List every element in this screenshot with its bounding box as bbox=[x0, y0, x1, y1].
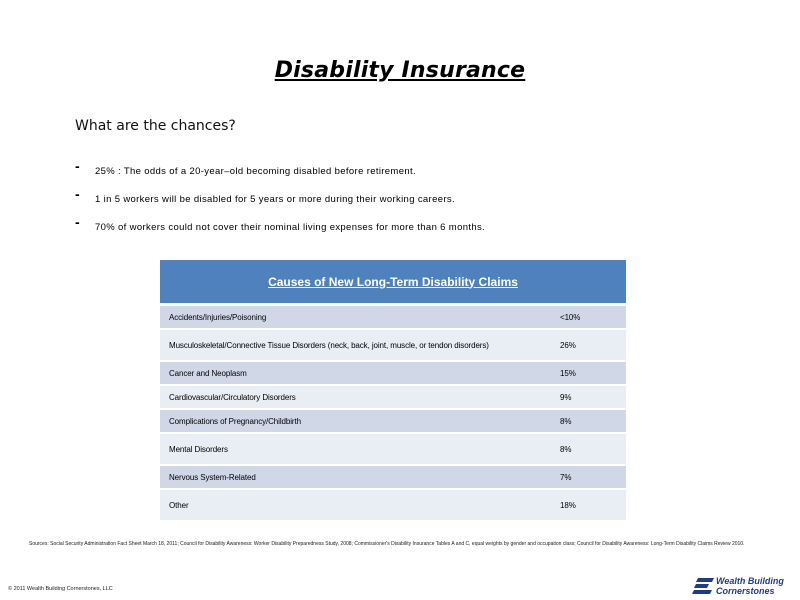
table-row: Cardiovascular/Circulatory Disorders 9% bbox=[160, 385, 626, 410]
cause-cell: Musculoskeletal/Connective Tissue Disord… bbox=[160, 329, 556, 362]
percent-cell: 8% bbox=[556, 433, 626, 466]
cause-cell: Mental Disorders bbox=[160, 433, 556, 466]
bullet-item: - 70% of workers could not cover their n… bbox=[75, 214, 715, 246]
table-row: Cancer and Neoplasm 15% bbox=[160, 361, 626, 386]
table-row: Accidents/Injuries/Poisoning <10% bbox=[160, 304, 626, 330]
claims-table-container: Causes of New Long-Term Disability Claim… bbox=[160, 260, 626, 522]
logo-line-1: Wealth Building bbox=[716, 576, 784, 586]
copyright-notice: © 2011 Wealth Building Cornerstones, LLC bbox=[8, 586, 113, 592]
cause-cell: Cancer and Neoplasm bbox=[160, 361, 556, 386]
percent-cell: <10% bbox=[556, 304, 626, 330]
bullet-text: 25% : The odds of a 20-year–old becoming… bbox=[95, 166, 416, 177]
dash-bullet-icon: - bbox=[75, 186, 81, 202]
cause-cell: Accidents/Injuries/Poisoning bbox=[160, 304, 556, 330]
company-logo: Wealth Building Cornerstones bbox=[692, 576, 796, 598]
cause-cell: Complications of Pregnancy/Childbirth bbox=[160, 409, 556, 434]
table-header: Causes of New Long-Term Disability Claim… bbox=[160, 260, 626, 306]
cause-cell: Cardiovascular/Circulatory Disorders bbox=[160, 385, 556, 410]
percent-cell: 26% bbox=[556, 329, 626, 362]
percent-cell: 18% bbox=[556, 489, 626, 522]
percent-cell: 15% bbox=[556, 361, 626, 386]
table-row: Complications of Pregnancy/Childbirth 8% bbox=[160, 409, 626, 434]
percent-cell: 9% bbox=[556, 385, 626, 410]
table-row: Nervous System-Related 7% bbox=[160, 465, 626, 490]
percent-cell: 8% bbox=[556, 409, 626, 434]
bullet-item: - 1 in 5 workers will be disabled for 5 … bbox=[75, 186, 715, 218]
question-heading: What are the chances? bbox=[75, 118, 236, 134]
percent-cell: 7% bbox=[556, 465, 626, 490]
table-row: Other 18% bbox=[160, 489, 626, 522]
bullet-item: - 25% : The odds of a 20-year–old becomi… bbox=[75, 158, 715, 190]
cornerstone-logo-icon bbox=[692, 578, 714, 594]
cause-cell: Nervous System-Related bbox=[160, 465, 556, 490]
bullet-list: - 25% : The odds of a 20-year–old becomi… bbox=[75, 158, 715, 246]
table-row: Musculoskeletal/Connective Tissue Disord… bbox=[160, 329, 626, 362]
dash-bullet-icon: - bbox=[75, 158, 81, 174]
logo-line-2: Cornerstones bbox=[716, 586, 775, 596]
sources-footnote: Sources: Social Security Administration … bbox=[29, 541, 745, 547]
bullet-text: 70% of workers could not cover their nom… bbox=[95, 222, 486, 233]
cause-cell: Other bbox=[160, 489, 556, 522]
logo-wordmark: Wealth Building Cornerstones bbox=[716, 576, 784, 596]
table-row: Mental Disorders 8% bbox=[160, 433, 626, 466]
claims-table: Causes of New Long-Term Disability Claim… bbox=[160, 260, 626, 522]
slide-title: Disability Insurance bbox=[274, 58, 526, 83]
bullet-text: 1 in 5 workers will be disabled for 5 ye… bbox=[95, 194, 455, 205]
dash-bullet-icon: - bbox=[75, 214, 81, 230]
